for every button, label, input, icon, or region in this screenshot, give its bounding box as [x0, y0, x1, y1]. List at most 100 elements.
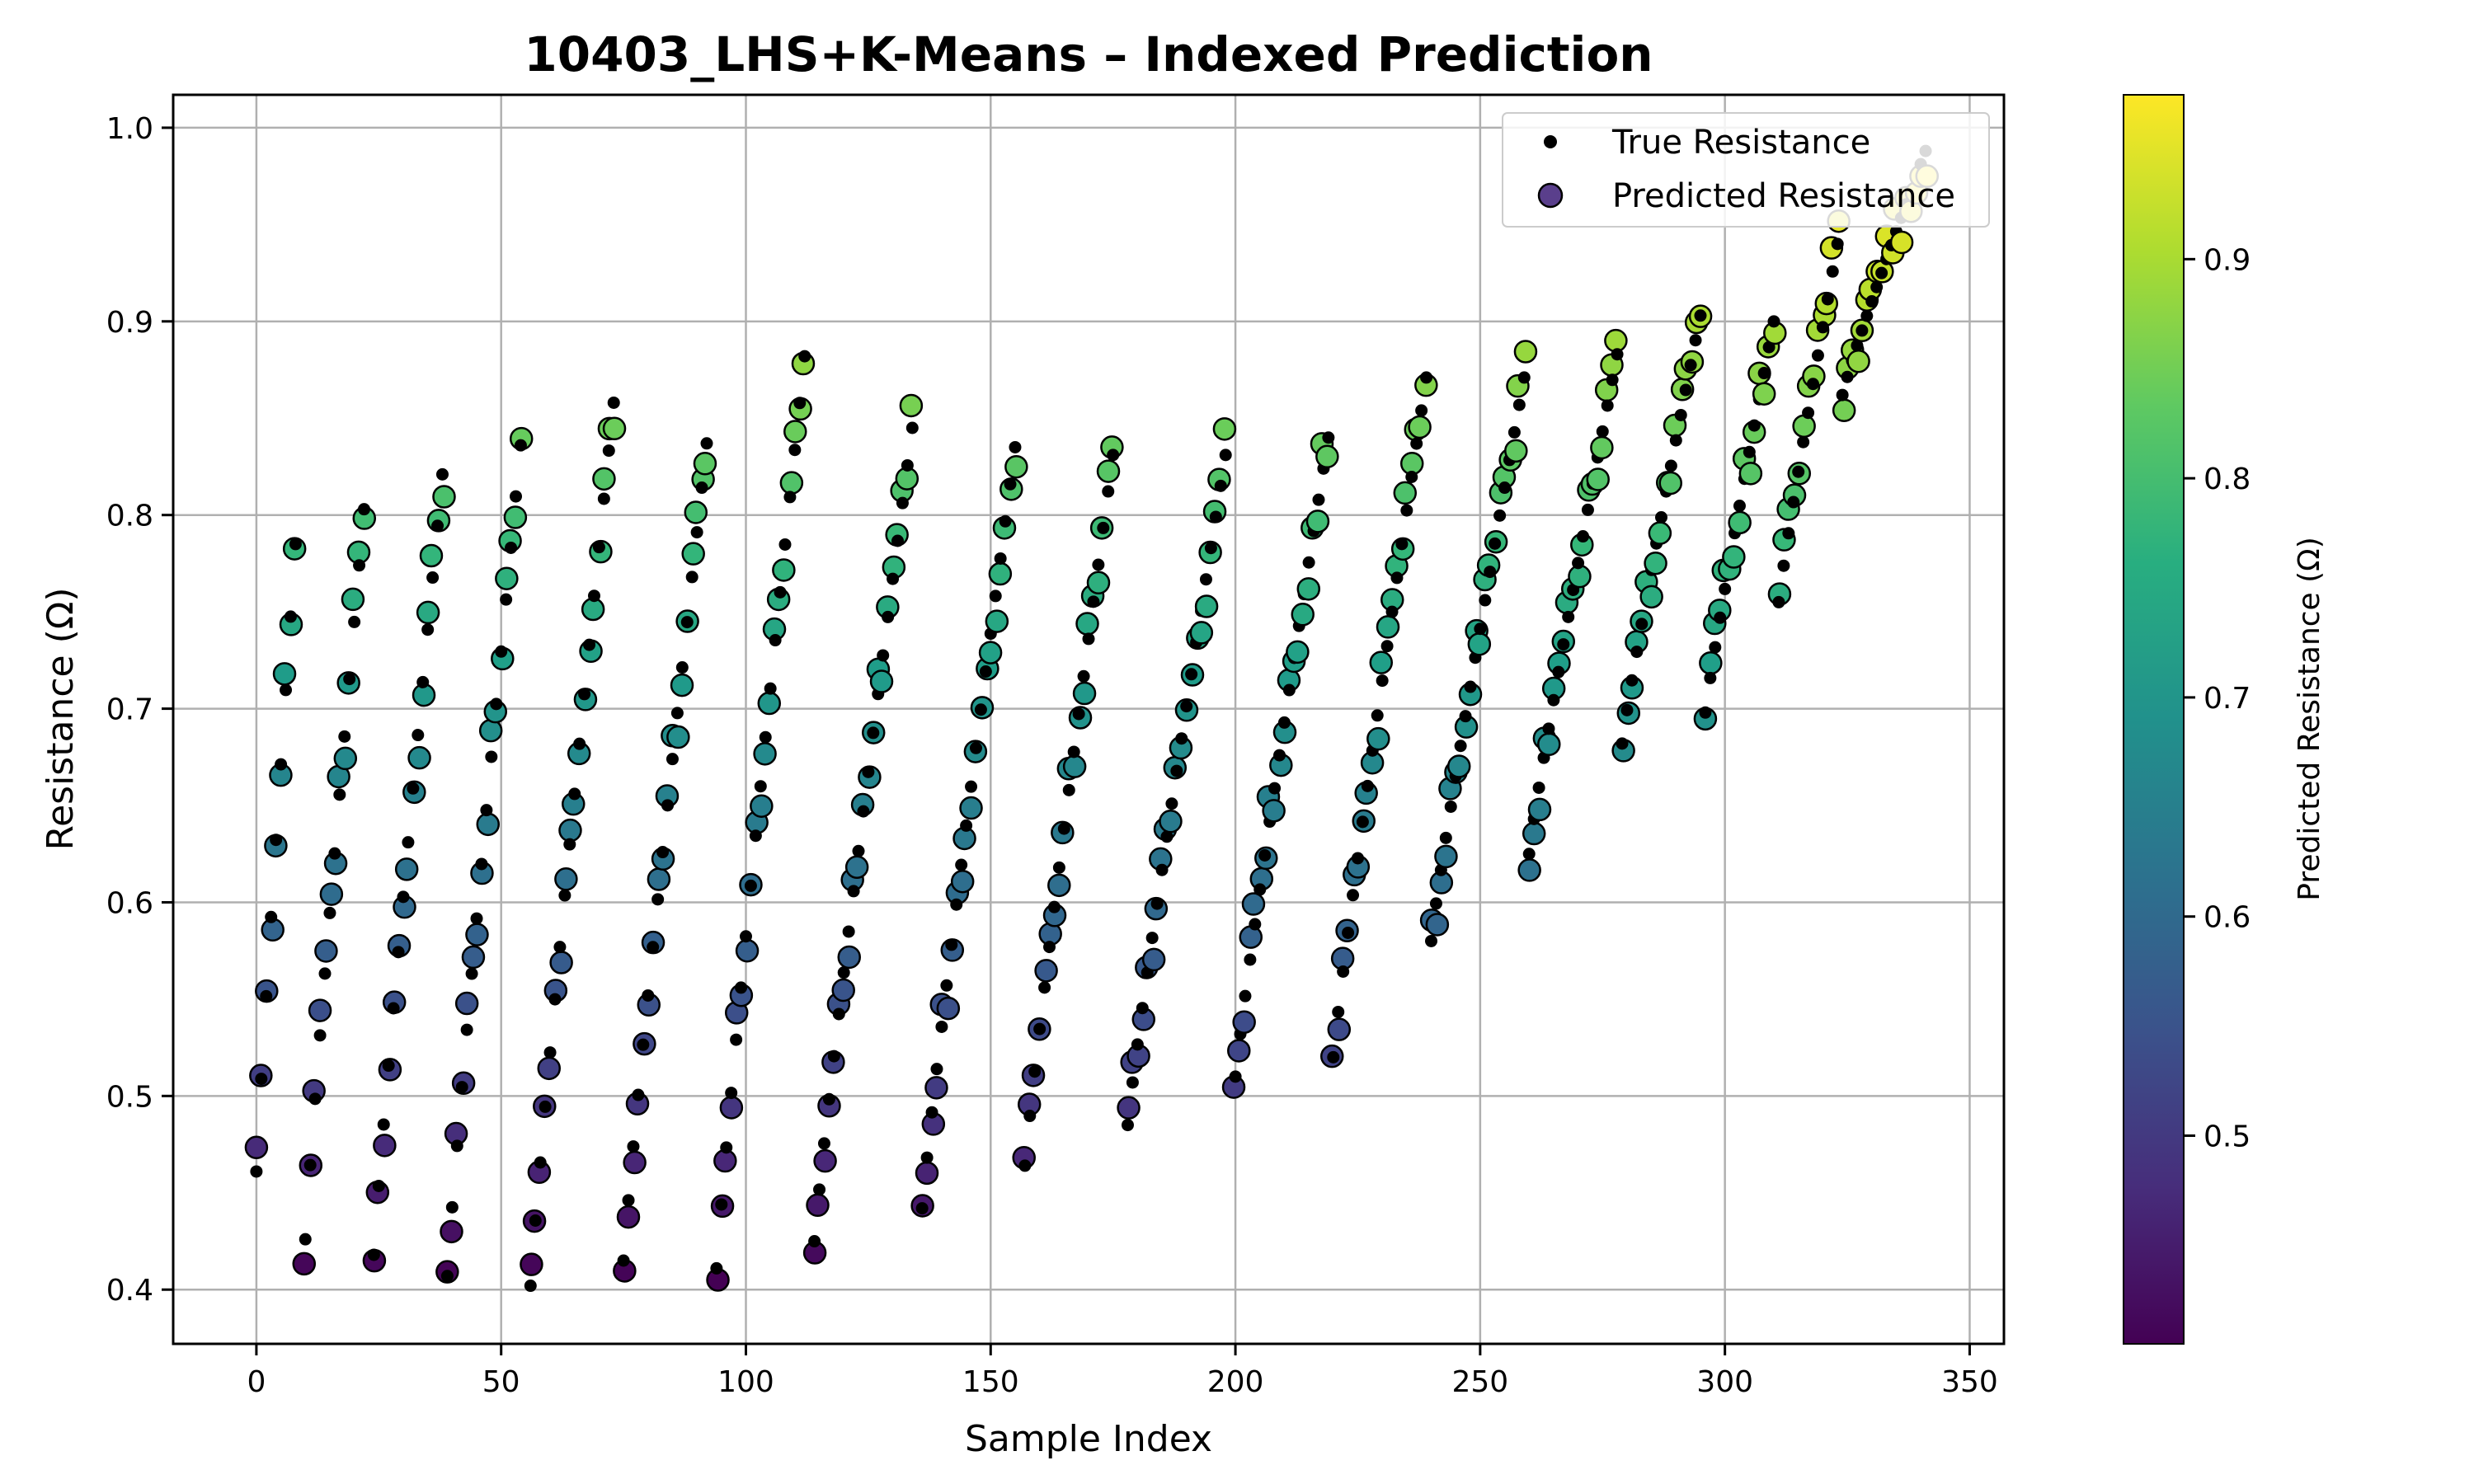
x-tick-label: 250: [1452, 1365, 1509, 1399]
true-point: [1150, 897, 1164, 910]
true-point: [563, 838, 576, 851]
predicted-point: [1522, 821, 1546, 846]
true-point: [798, 350, 811, 363]
predicted-point: [292, 1252, 316, 1276]
predicted-point: [308, 998, 332, 1022]
predicted-point: [1286, 640, 1310, 665]
colorbar-label: Predicted Resistance (Ω): [2293, 537, 2326, 900]
true-point: [543, 1046, 557, 1059]
true-point: [1332, 1005, 1345, 1018]
predicted-point: [670, 673, 694, 697]
predicted-point: [1072, 681, 1097, 706]
true-point: [1552, 665, 1565, 679]
true-point: [1351, 852, 1364, 865]
true-point: [1581, 503, 1594, 516]
predicted-point: [1722, 545, 1746, 569]
true-point: [505, 541, 518, 554]
true-point: [935, 1020, 948, 1033]
predicted-point: [988, 561, 1013, 586]
y-axis: 0.4 0.5 0.6 0.7 0.8 0.9 1.0: [106, 112, 173, 1308]
predicted-point: [1189, 621, 1214, 645]
predicted-point: [478, 718, 503, 743]
true-point: [1185, 668, 1198, 681]
true-point: [1802, 406, 1815, 420]
true-point: [700, 437, 713, 450]
true-point: [1072, 707, 1085, 721]
true-point: [940, 979, 953, 992]
true-point: [744, 879, 757, 892]
x-tick-label: 350: [1941, 1365, 1998, 1399]
true-point: [1170, 764, 1183, 777]
true-point: [470, 912, 483, 925]
true-point: [1131, 1038, 1144, 1051]
predicted-point: [1604, 328, 1628, 353]
true-point: [1165, 797, 1178, 810]
predicted-point: [1728, 510, 1752, 535]
true-point: [1733, 500, 1746, 513]
true-point: [1616, 737, 1629, 750]
true-point: [1410, 437, 1423, 450]
predicted-point: [783, 420, 807, 444]
x-tick-label: 0: [247, 1365, 266, 1399]
true-point: [387, 1002, 400, 1015]
true-point: [965, 780, 978, 793]
predicted-point: [647, 867, 671, 891]
y-tick-label: 0.6: [106, 886, 153, 920]
predicted-point: [1738, 462, 1763, 486]
predicted-point: [1832, 398, 1856, 423]
true-point: [695, 481, 708, 495]
true-point: [680, 616, 694, 629]
predicted-point: [869, 669, 894, 693]
predicted-point: [693, 452, 717, 476]
true-point: [837, 966, 850, 979]
true-point: [435, 467, 449, 481]
true-point: [915, 1202, 929, 1215]
true-point: [1654, 511, 1667, 524]
true-point: [1342, 926, 1355, 939]
true-point: [1038, 981, 1051, 994]
true-point: [735, 981, 748, 994]
true-point: [857, 805, 870, 818]
true-point: [299, 1233, 312, 1246]
true-point: [1816, 321, 1829, 334]
true-point: [1229, 1070, 1242, 1083]
true-point: [847, 885, 860, 898]
true-point: [529, 1214, 542, 1228]
true-point: [1507, 425, 1521, 439]
true-point: [862, 765, 875, 778]
predicted-point: [1062, 754, 1087, 778]
true-point: [754, 780, 767, 793]
predicted-point: [831, 978, 855, 1003]
predicted-point: [837, 945, 861, 970]
true-point: [1664, 459, 1677, 472]
true-point: [1865, 295, 1879, 308]
true-point: [887, 572, 900, 585]
predicted-point: [772, 558, 796, 582]
true-point: [739, 930, 752, 943]
predicted-point: [1047, 873, 1071, 898]
true-point: [1601, 399, 1614, 412]
true-point: [1577, 530, 1590, 543]
true-point: [377, 1118, 390, 1131]
predicted-point: [1699, 651, 1723, 675]
predicted-point: [719, 1096, 744, 1120]
true-point: [421, 623, 435, 636]
true-point: [353, 559, 366, 572]
predicted-point: [520, 1252, 543, 1276]
x-tick-label: 300: [1696, 1365, 1753, 1399]
predicted-point: [1239, 925, 1263, 949]
true-point: [1498, 481, 1512, 495]
true-point: [548, 993, 562, 1006]
true-point: [431, 519, 444, 533]
true-point: [412, 729, 425, 742]
true-point: [402, 836, 415, 849]
predicted-point: [432, 485, 456, 509]
true-point: [1272, 749, 1286, 762]
true-point: [867, 726, 880, 740]
true-point: [426, 571, 440, 585]
true-point: [1395, 538, 1409, 551]
true-point: [710, 1261, 723, 1275]
true-point: [1380, 640, 1394, 653]
predicted-point: [1504, 439, 1528, 463]
legend-predicted-label: Predicted Resistance: [1612, 177, 1955, 215]
